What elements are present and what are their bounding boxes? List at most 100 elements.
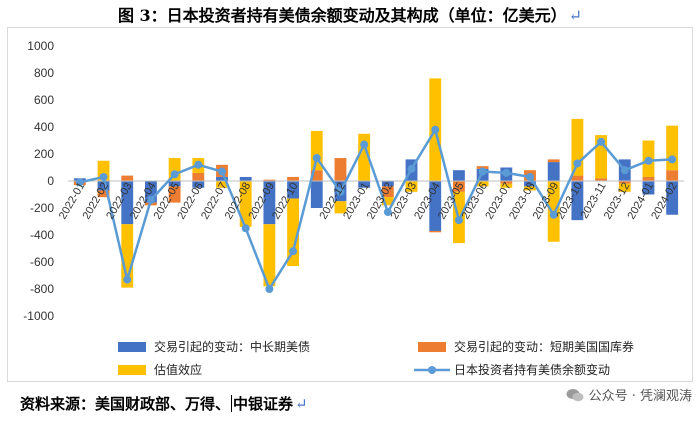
bar-segment [381, 186, 394, 198]
bar-segment [571, 175, 584, 181]
bar-segment [618, 181, 631, 184]
bar-segment [334, 201, 347, 214]
bar-segment [666, 181, 679, 215]
line-point [360, 140, 369, 149]
bar-segment [453, 170, 465, 181]
line-point [123, 275, 132, 284]
bar-segment [476, 166, 489, 169]
bar-segment [500, 183, 513, 188]
legend-label: 交易引起的变动：中长期美债 [154, 339, 310, 354]
bar-segment [547, 159, 560, 163]
bar-segment [381, 197, 394, 206]
y-tick-label: -200 [30, 201, 54, 215]
line-point [644, 156, 653, 165]
line-point [526, 172, 534, 181]
y-tick-label: -1000 [23, 309, 54, 323]
chart-frame [7, 27, 693, 382]
line-point [194, 160, 203, 169]
legend-swatch [118, 342, 146, 352]
bar-segment [168, 181, 181, 187]
line-point [289, 247, 298, 256]
line-point [573, 159, 582, 168]
bar-segment [263, 181, 276, 225]
line-point [218, 167, 226, 176]
bar-segment [121, 224, 134, 288]
bar-segment [192, 181, 205, 188]
bar-segment [192, 172, 205, 181]
line-point [241, 224, 250, 233]
line-point [75, 178, 84, 187]
wechat-icon [566, 388, 584, 401]
bar-segment [429, 230, 442, 233]
series-line [79, 126, 673, 292]
legend-swatch [418, 342, 446, 352]
line-point [478, 167, 487, 176]
bar-segment [381, 181, 394, 187]
chart-svg: -1000-800-600-400-2000200400600800100020… [23, 39, 684, 377]
y-tick-label: 400 [34, 120, 54, 134]
line-point [336, 187, 345, 196]
bar-segment [358, 181, 371, 188]
line-point [454, 216, 463, 225]
y-tick-label: 200 [34, 147, 54, 161]
bar-segment [642, 176, 655, 181]
bar-segment [453, 181, 465, 192]
watermark: 公众号 · 凭澜观涛 [566, 385, 692, 404]
y-tick-label: 1000 [27, 39, 54, 53]
line-point [146, 195, 155, 204]
bar-segment [595, 135, 607, 179]
line-point [620, 166, 629, 175]
source-prefix: 资料来源：美国财政部、万得、 [20, 395, 231, 413]
y-tick-label: -800 [30, 282, 54, 296]
y-tick-label: 0 [47, 174, 54, 188]
bar-segment [500, 181, 513, 184]
bar-segment [547, 162, 560, 181]
text-cursor-icon [231, 395, 233, 412]
line-point [265, 285, 274, 293]
bar-segment [334, 158, 347, 181]
line-point [597, 137, 606, 146]
paragraph-mark-icon: ↵ [568, 6, 583, 25]
legend-label: 日本投资者持有美债余额变动 [454, 362, 610, 377]
line-point [99, 172, 108, 181]
legend-swatch [118, 365, 146, 375]
bar-segment [310, 131, 323, 171]
bar-segment [145, 181, 157, 203]
legend-label: 交易引起的变动：短期美国国库券 [454, 339, 634, 354]
bar-segment [405, 181, 418, 192]
line-point [502, 168, 511, 177]
bar-segment [666, 170, 679, 181]
bar-segment [476, 181, 489, 187]
bar-segment [310, 181, 323, 208]
bar-segment [239, 176, 252, 181]
bar-segment [666, 125, 679, 171]
legend-marker [428, 366, 436, 374]
line-point [431, 125, 440, 134]
line-point [170, 170, 179, 179]
bar-segment [216, 176, 228, 181]
bar-segment [429, 181, 442, 231]
bar-segment [263, 179, 276, 181]
bar-segment [618, 183, 631, 192]
y-tick-label: 800 [34, 66, 54, 80]
bar-segment [216, 181, 228, 188]
bar-segment [263, 224, 276, 287]
bar-segment [97, 190, 110, 198]
bar-segment [571, 118, 584, 176]
y-tick-label: 600 [34, 93, 54, 107]
line-point [407, 164, 416, 173]
source-suffix: 中银证券 [233, 395, 294, 413]
bar-segment [358, 133, 371, 181]
bar-segment [287, 181, 299, 199]
bar-segment [524, 186, 536, 191]
paragraph-mark-icon: ↵ [295, 395, 308, 413]
bar-segment [121, 181, 134, 225]
bar-segment [595, 178, 607, 181]
figure-title: 图 3：日本投资者持有美债余额变动及其构成（单位：亿美元） ↵ [117, 6, 583, 25]
bar-segment [97, 160, 110, 181]
legend-label: 估值效应 [154, 362, 202, 377]
bar-segment [642, 181, 655, 195]
bar-segment [168, 158, 181, 181]
y-tick-label: -600 [30, 255, 54, 269]
line-point [312, 154, 321, 163]
